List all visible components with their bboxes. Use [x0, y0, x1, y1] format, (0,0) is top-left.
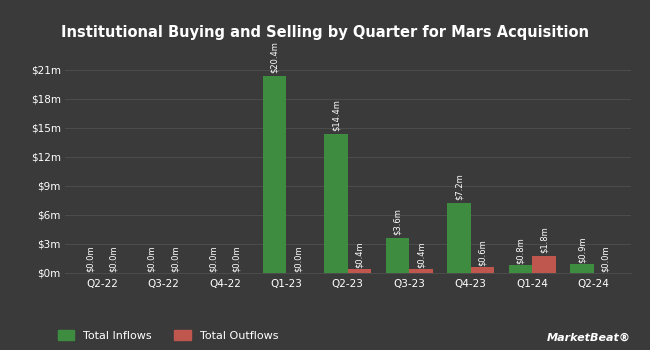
- Text: $14.4m: $14.4m: [332, 99, 341, 131]
- Text: $7.2m: $7.2m: [454, 174, 463, 201]
- Text: $0.9m: $0.9m: [577, 236, 586, 263]
- Bar: [263, 76, 286, 273]
- Text: $0.6m: $0.6m: [478, 239, 487, 266]
- Text: $0.0m: $0.0m: [86, 245, 95, 272]
- Text: $1.8m: $1.8m: [540, 226, 549, 253]
- Text: $0.8m: $0.8m: [516, 237, 525, 264]
- Legend: Total Inflows, Total Outflows: Total Inflows, Total Outflows: [58, 330, 278, 341]
- Bar: [447, 203, 471, 273]
- Text: $0.0m: $0.0m: [232, 245, 241, 272]
- Bar: [532, 256, 556, 273]
- Text: $0.0m: $0.0m: [293, 245, 302, 272]
- Text: MarketBeat®: MarketBeat®: [547, 333, 630, 343]
- Text: $0.0m: $0.0m: [109, 245, 118, 272]
- Text: Institutional Buying and Selling by Quarter for Mars Acquisition: Institutional Buying and Selling by Quar…: [61, 25, 589, 40]
- Text: $0.0m: $0.0m: [147, 245, 156, 272]
- Text: $0.0m: $0.0m: [209, 245, 218, 272]
- Bar: [471, 267, 494, 273]
- Text: $3.6m: $3.6m: [393, 208, 402, 235]
- Bar: [348, 269, 371, 273]
- Text: $0.0m: $0.0m: [170, 245, 179, 272]
- Text: $0.4m: $0.4m: [417, 241, 425, 268]
- Bar: [324, 134, 348, 273]
- Bar: [570, 264, 593, 273]
- Text: $20.4m: $20.4m: [270, 41, 279, 72]
- Bar: [386, 238, 410, 273]
- Bar: [509, 265, 532, 273]
- Text: $0.0m: $0.0m: [601, 245, 610, 272]
- Text: $0.4m: $0.4m: [355, 241, 364, 268]
- Bar: [410, 269, 433, 273]
